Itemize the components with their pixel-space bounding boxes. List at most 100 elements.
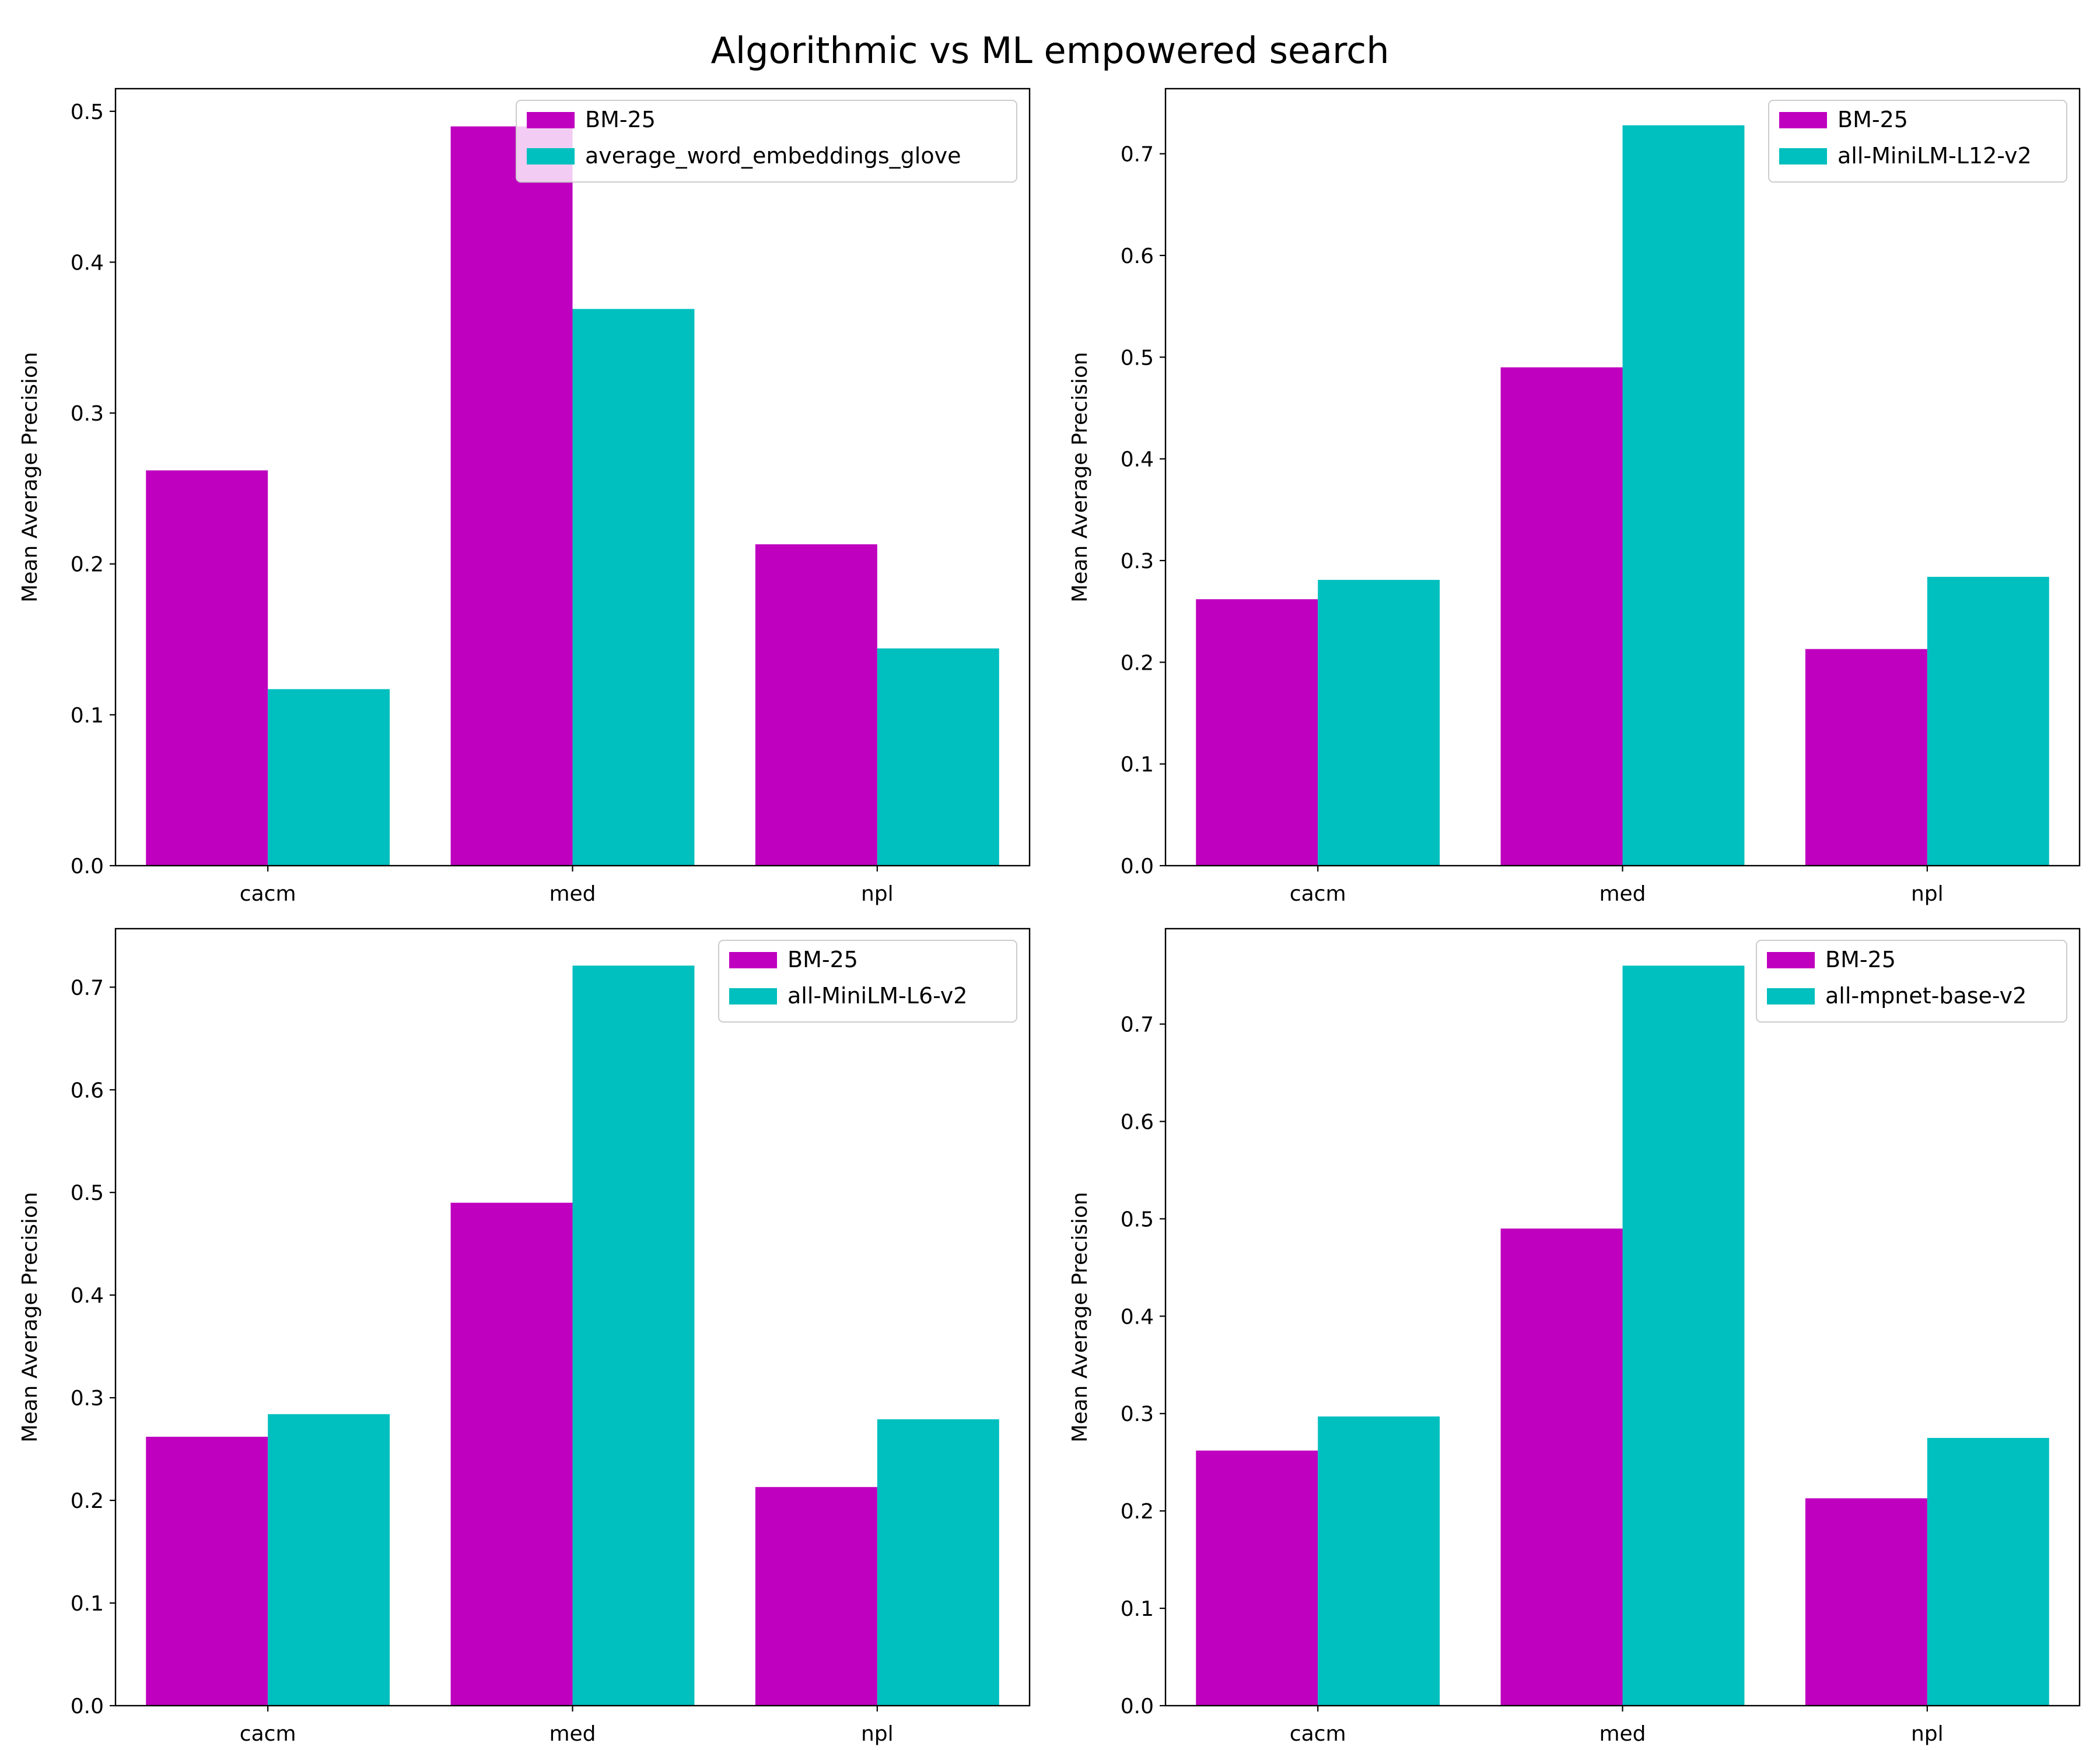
y-tick-label: 0.1 — [71, 1592, 104, 1616]
x-tick-label: npl — [1911, 1722, 1944, 1746]
bar-npl-model — [877, 648, 999, 866]
x-tick-label: med — [549, 1722, 596, 1746]
legend-label: BM-25 — [1825, 947, 1896, 972]
bar-npl-bm25 — [755, 544, 877, 866]
bar-cacm-model — [1318, 580, 1440, 866]
y-axis-label: Mean Average Precision — [1068, 1192, 1092, 1442]
y-tick-label: 0.5 — [1121, 1208, 1154, 1231]
legend: BM-25 all-MiniLM-L6-v2 — [718, 940, 1017, 1023]
x-tick-label: med — [1599, 1722, 1646, 1746]
bar-cacm-model — [1318, 1416, 1440, 1706]
y-tick-label: 0.5 — [71, 100, 104, 124]
bar-med-bm25 — [450, 126, 573, 866]
x-tick-label: npl — [861, 882, 894, 906]
legend-label: BM-25 — [585, 107, 656, 132]
y-tick-label: 0.1 — [1121, 1597, 1154, 1621]
subplot-grid: 0.0 0.1 0.2 0.3 0.4 0.5 cacm med npl Mean Average… — [18, 88, 2081, 1746]
x-tick-label: cacm — [240, 882, 296, 906]
legend-frame — [516, 100, 1017, 183]
x-tick-label: cacm — [1290, 1722, 1346, 1746]
bar-med-model — [572, 965, 695, 1706]
subplot-2: 0.0 0.1 0.2 0.3 0.4 0.5 0.6 0.7 cacm med npl Mean A… — [1068, 88, 2081, 906]
legend-frame — [1756, 940, 2067, 1023]
y-tick-label: 0.5 — [1121, 346, 1154, 370]
bar-cacm-model — [268, 689, 390, 866]
bar-npl-bm25 — [755, 1487, 877, 1706]
legend-frame — [718, 940, 1017, 1023]
y-tick-label: 0.0 — [1121, 1695, 1154, 1718]
x-tick-label: npl — [861, 1722, 894, 1746]
x-tick-label: cacm — [1290, 882, 1346, 906]
bar-npl-bm25 — [1805, 649, 1927, 866]
x-tick-label: med — [1599, 882, 1646, 906]
bar-cacm-model — [268, 1414, 390, 1706]
legend-label: BM-25 — [788, 947, 858, 972]
legend-swatch — [1767, 988, 1815, 1005]
bar-cacm-bm25 — [1196, 599, 1318, 866]
y-tick-label: 0.1 — [71, 704, 104, 727]
x-tick-label: cacm — [240, 1722, 296, 1746]
y-tick-label: 0.2 — [71, 1489, 104, 1513]
y-axis-label: Mean Average Precision — [18, 352, 42, 602]
y-tick-label: 0.3 — [1121, 550, 1154, 573]
legend-label: all-MiniLM-L6-v2 — [788, 983, 967, 1009]
y-tick-label: 0.4 — [71, 1284, 104, 1308]
y-tick-label: 0.1 — [1121, 753, 1154, 777]
y-tick-label: 0.4 — [1121, 1305, 1154, 1329]
y-tick-label: 0.0 — [1121, 855, 1154, 878]
legend-label: BM-25 — [1838, 107, 1908, 132]
bar-cacm-bm25 — [146, 470, 268, 866]
y-tick-label: 0.4 — [71, 251, 104, 275]
y-tick-label: 0.6 — [71, 1079, 104, 1102]
y-tick-label: 0.2 — [1121, 1500, 1154, 1524]
bar-med-model — [1622, 125, 1745, 866]
legend-swatch — [527, 148, 575, 164]
y-tick-label: 0.7 — [71, 976, 104, 1000]
y-tick-label: 0.0 — [71, 1695, 104, 1718]
bar-npl-bm25 — [1805, 1498, 1927, 1706]
y-tick-label: 0.3 — [71, 1387, 104, 1410]
legend: BM-25 all-mpnet-base-v2 — [1756, 940, 2067, 1023]
figure-title: Algorithmic vs ML empowered search — [710, 29, 1389, 72]
y-tick-label: 0.7 — [1121, 1013, 1154, 1037]
bar-med-bm25 — [1500, 1228, 1623, 1706]
legend-swatch — [527, 112, 575, 128]
bar-npl-model — [1927, 576, 2049, 866]
bar-med-model — [572, 309, 695, 866]
legend-swatch — [1779, 148, 1827, 164]
legend-label: all-MiniLM-L12-v2 — [1838, 143, 2032, 169]
y-tick-label: 0.6 — [1121, 1110, 1154, 1134]
legend-label: average_word_embeddings_glove — [585, 143, 961, 169]
y-tick-label: 0.5 — [71, 1181, 104, 1205]
subplot-4: 0.0 0.1 0.2 0.3 0.4 0.5 0.6 0.7 cacm med npl Mean A… — [1068, 928, 2081, 1746]
legend-swatch — [729, 988, 777, 1005]
legend-swatch — [1767, 952, 1815, 968]
y-tick-label: 0.0 — [71, 855, 104, 878]
legend-swatch — [1779, 112, 1827, 128]
bar-npl-model — [877, 1419, 999, 1706]
y-tick-label: 0.4 — [1121, 448, 1154, 472]
x-tick-label: npl — [1911, 882, 1944, 906]
legend-swatch — [729, 952, 777, 968]
y-tick-label: 0.6 — [1121, 244, 1154, 268]
bar-med-bm25 — [1500, 367, 1623, 866]
y-tick-label: 0.3 — [71, 402, 104, 426]
y-tick-label: 0.2 — [71, 553, 104, 577]
y-axis-label: Mean Average Precision — [18, 1192, 42, 1442]
legend: BM-25 all-MiniLM-L12-v2 — [1768, 100, 2067, 183]
legend-label: all-mpnet-base-v2 — [1825, 983, 2027, 1009]
x-tick-label: med — [549, 882, 596, 906]
legend: BM-25 average_word_embeddings_glove — [516, 100, 1017, 183]
bar-med-bm25 — [450, 1202, 573, 1706]
y-tick-label: 0.7 — [1121, 143, 1154, 167]
legend-frame — [1768, 100, 2067, 183]
subplot-3: 0.0 0.1 0.2 0.3 0.4 0.5 0.6 0.7 cacm med npl Mean A… — [18, 928, 1031, 1746]
bar-npl-model — [1927, 1437, 2049, 1706]
bar-cacm-bm25 — [1196, 1450, 1318, 1706]
y-axis-label: Mean Average Precision — [1068, 352, 1092, 602]
y-tick-label: 0.2 — [1121, 651, 1154, 675]
subplot-1: 0.0 0.1 0.2 0.3 0.4 0.5 cacm med npl Mean Average… — [18, 88, 1031, 906]
y-tick-label: 0.3 — [1121, 1402, 1154, 1426]
bar-med-model — [1622, 965, 1745, 1706]
